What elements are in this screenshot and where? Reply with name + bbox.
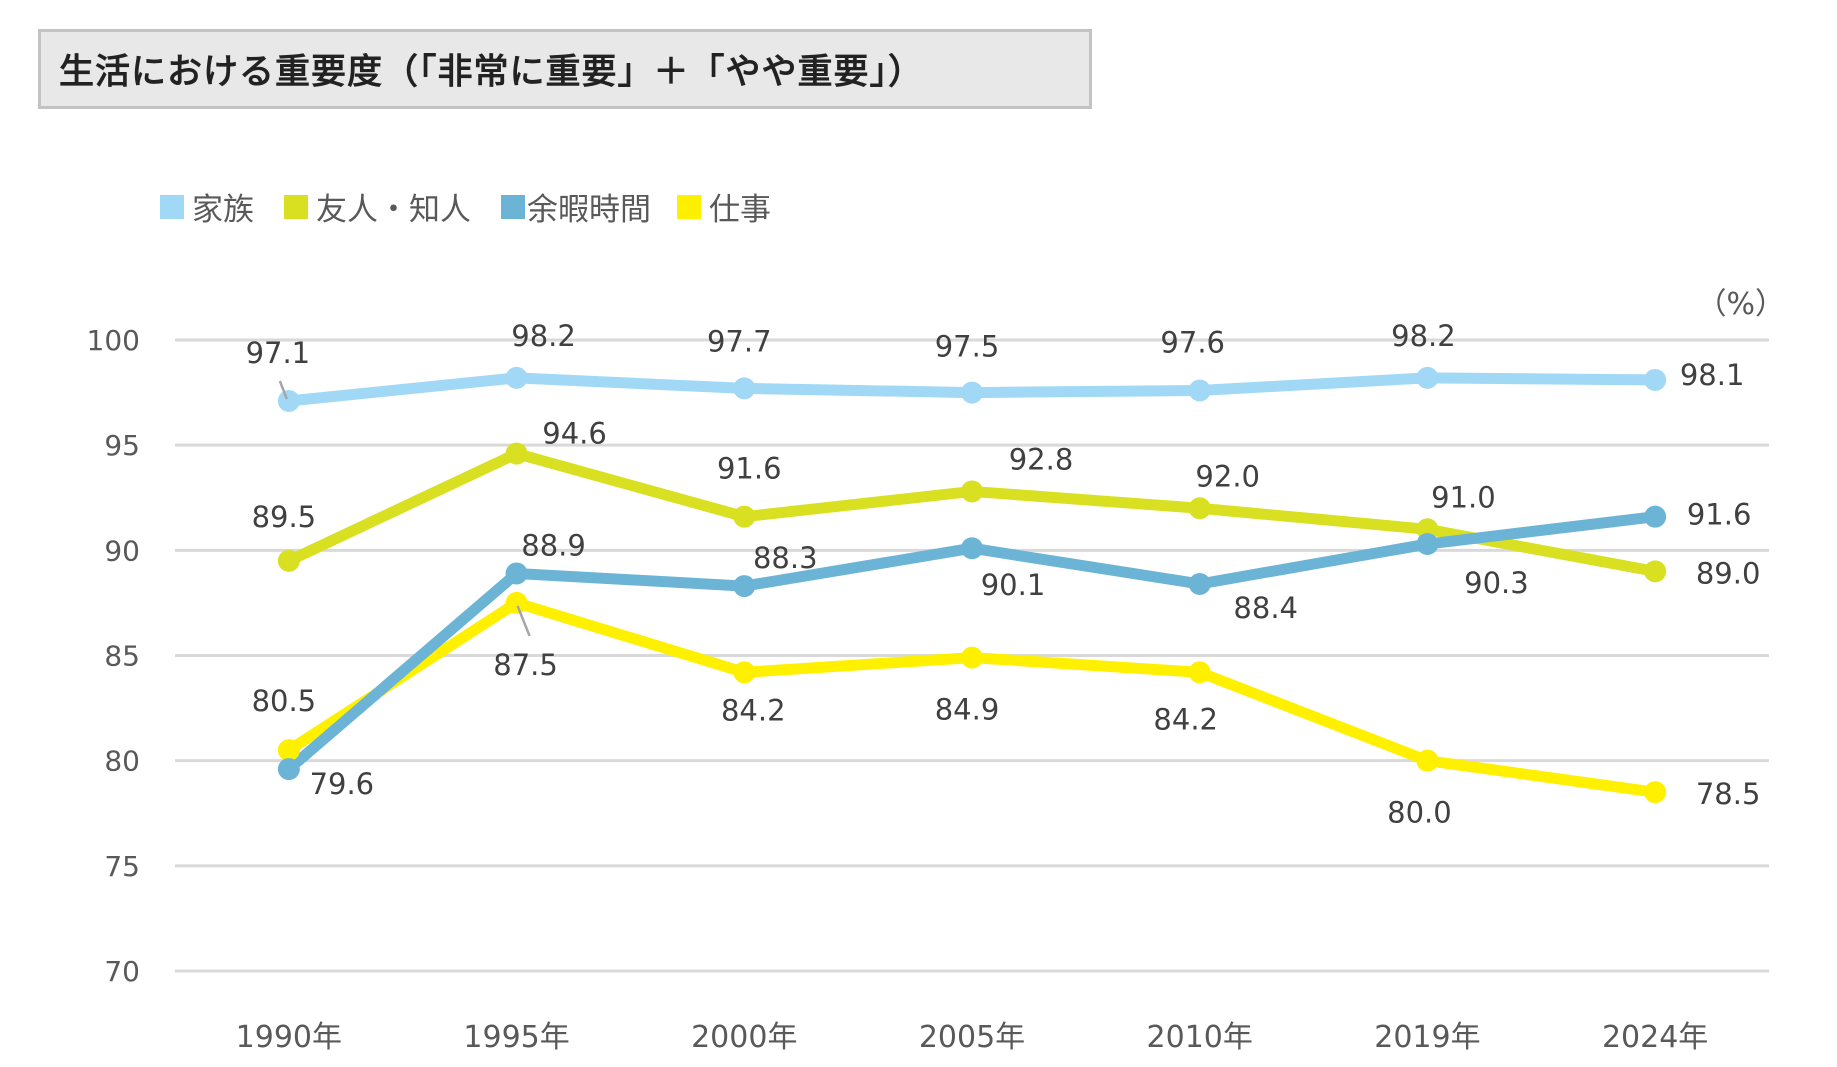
- data-label-work: 80.5: [252, 684, 317, 718]
- data-label-work: 84.9: [935, 693, 1000, 727]
- data-label-work: 80.0: [1387, 796, 1452, 830]
- legend-swatch-friends: [284, 194, 308, 219]
- data-point-leisure: [733, 575, 756, 598]
- data-label-family: 98.2: [1391, 319, 1456, 353]
- data-label-family: 97.5: [935, 330, 1000, 364]
- data-point-work: [733, 661, 756, 684]
- data-label-leisure: 88.9: [521, 528, 586, 562]
- legend: 家族 友人・知人 余暇時間 仕事: [160, 184, 801, 229]
- y-tick-label: 70: [104, 955, 140, 988]
- data-point-family: [1188, 379, 1211, 402]
- data-label-friends: 91.6: [717, 452, 782, 486]
- x-tick-label: 2019年: [1374, 1020, 1480, 1055]
- data-point-leisure: [277, 758, 300, 781]
- legend-label-work: 仕事: [709, 192, 771, 228]
- y-tick-label: 95: [104, 429, 140, 462]
- series-points: [277, 366, 1667, 804]
- data-point-friends: [1644, 560, 1667, 583]
- legend-label-leisure: 余暇時間: [527, 192, 651, 228]
- data-point-leisure: [961, 537, 983, 560]
- y-axis-unit-label: （%）: [1696, 287, 1785, 322]
- legend-swatch-work: [677, 194, 701, 219]
- y-tick-label: 100: [87, 324, 140, 357]
- data-label-friends: 91.0: [1431, 480, 1496, 514]
- x-tick-label: 2000年: [691, 1020, 797, 1055]
- y-tick-label: 85: [104, 640, 140, 673]
- data-point-family: [277, 389, 300, 412]
- data-point-work: [1188, 661, 1211, 684]
- data-point-leisure: [1644, 505, 1667, 528]
- data-point-work: [277, 739, 300, 762]
- data-label-work: 84.2: [721, 693, 786, 727]
- data-label-work: 78.5: [1696, 777, 1761, 811]
- legend-label-family: 家族: [192, 192, 254, 228]
- data-label-leisure: 88.3: [753, 541, 818, 575]
- data-point-work: [961, 646, 983, 669]
- data-label-family: 98.1: [1680, 358, 1745, 392]
- legend-item-friends: 友人・知人: [284, 184, 471, 229]
- data-point-family: [733, 377, 756, 400]
- legend-item-family: 家族: [160, 184, 254, 229]
- data-point-friends: [961, 480, 983, 503]
- data-label-leisure: 79.6: [310, 767, 375, 801]
- data-point-leisure: [1188, 572, 1211, 595]
- data-label-work: 84.2: [1153, 702, 1218, 736]
- data-label-friends: 89.0: [1696, 556, 1761, 590]
- data-point-family: [1644, 368, 1667, 391]
- x-tick-label: 2010年: [1147, 1020, 1253, 1055]
- data-label-friends: 94.6: [542, 417, 607, 451]
- x-tick-label: 1990年: [236, 1020, 342, 1055]
- data-point-family: [505, 366, 528, 389]
- leader-line: [516, 605, 531, 637]
- series-lines: [285, 372, 1657, 798]
- data-label-work: 87.5: [493, 648, 558, 682]
- x-tick-label: 2005年: [919, 1020, 1025, 1055]
- chart-title: 生活における重要度（「非常に重要」＋「やや重要」）: [59, 52, 925, 93]
- data-labels: 97.1 98.2 97.7 97.5 97.6 98.2 98.1 89.5 94.6 91.6…: [246, 319, 1761, 830]
- data-label-leisure: 90.1: [981, 568, 1046, 602]
- data-point-leisure: [1416, 533, 1439, 556]
- data-label-family: 97.6: [1160, 325, 1225, 359]
- legend-item-leisure: 余暇時間: [501, 184, 651, 229]
- x-tick-label: 1995年: [463, 1020, 569, 1055]
- data-label-friends: 89.5: [252, 500, 317, 534]
- data-point-friends: [505, 442, 528, 465]
- data-point-friends: [733, 505, 756, 528]
- y-tick-label: 75: [104, 850, 140, 883]
- data-point-work: [1644, 781, 1667, 804]
- chart-title-box: 生活における重要度（「非常に重要」＋「やや重要」）: [38, 29, 1092, 109]
- legend-item-work: 仕事: [677, 184, 771, 229]
- data-point-leisure: [505, 562, 528, 585]
- legend-swatch-leisure: [501, 194, 525, 219]
- data-label-leisure: 91.6: [1687, 498, 1752, 532]
- y-tick-label: 90: [104, 534, 140, 567]
- x-axis-ticks: 1990年 1995年 2000年 2005年 2010年 2019年 2024年: [236, 1020, 1709, 1055]
- data-point-work: [1416, 749, 1439, 772]
- legend-swatch-family: [160, 194, 184, 219]
- data-point-work: [505, 591, 528, 614]
- data-label-family: 97.1: [246, 336, 311, 370]
- x-tick-label: 2024年: [1602, 1020, 1708, 1055]
- data-point-family: [961, 381, 983, 404]
- data-label-leisure: 88.4: [1233, 591, 1298, 625]
- data-point-friends: [1188, 497, 1211, 520]
- data-label-friends: 92.8: [1009, 442, 1074, 476]
- data-point-family: [1416, 366, 1439, 389]
- legend-label-friends: 友人・知人: [316, 192, 471, 228]
- data-label-leisure: 90.3: [1464, 566, 1529, 600]
- data-point-friends: [277, 549, 300, 572]
- y-tick-label: 80: [104, 745, 140, 778]
- data-label-family: 98.2: [511, 319, 576, 353]
- leader-line: [278, 380, 289, 400]
- data-label-friends: 92.0: [1195, 459, 1260, 493]
- y-axis-ticks: 100 95 90 85 80 75 70: [87, 324, 140, 988]
- leader-lines: [278, 380, 531, 637]
- data-label-family: 97.7: [707, 324, 772, 358]
